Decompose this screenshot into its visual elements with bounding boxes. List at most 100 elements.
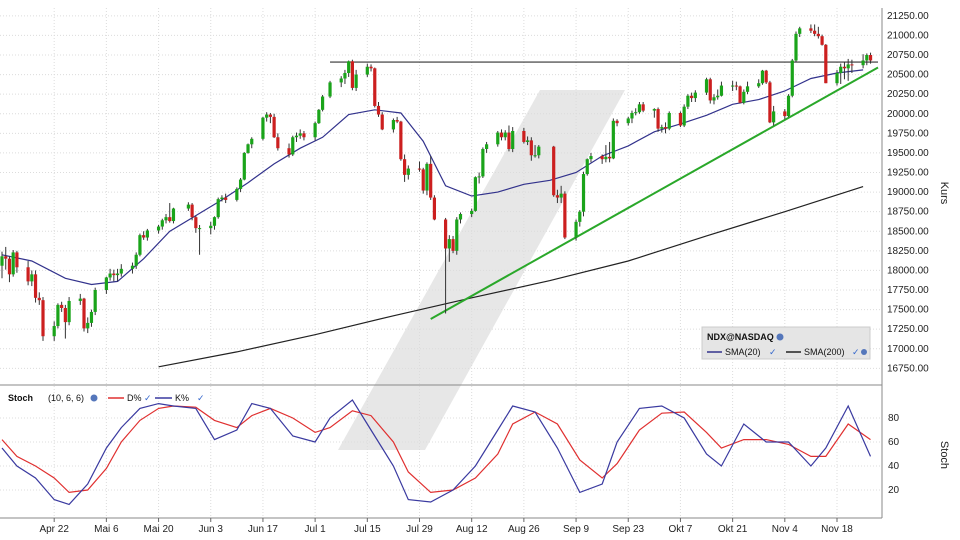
stoch-grid [0,386,882,518]
candle-down [399,121,403,160]
candle-up [634,112,638,114]
x-tick-label: Sep 23 [612,524,644,535]
candle-up [317,109,321,124]
info-icon[interactable] [90,394,98,402]
candle-down [33,274,38,298]
candle-up [115,273,120,276]
candle-up [339,78,343,83]
candle-down [60,304,64,309]
x-tick-label: Sep 9 [563,524,590,535]
stoch-y-axis-label: Stoch [938,441,950,469]
stoch-d-label[interactable]: D% [127,393,142,403]
candle-up [171,208,176,222]
stoch-title[interactable]: Stoch [8,393,33,403]
candle-up [503,132,507,138]
candle-up [481,149,485,177]
price-y-tick-label: 20000.00 [887,109,929,120]
price-y-tick-label: 21000.00 [887,30,929,41]
candle-down [868,55,873,61]
price-y-ticks: 16750.00 17000.00 17250.00 17500.00 17750.00… [887,11,929,375]
candle-down [443,219,448,249]
candle-up [630,112,634,119]
candle-down [63,308,67,323]
x-tick-label: Aug 26 [508,524,540,535]
x-tick-label: Jul 1 [305,524,327,535]
candle-down [764,70,768,83]
candle-down [820,36,824,45]
candle-down [615,120,619,124]
candlesticks [0,24,873,341]
candle-up [652,109,656,111]
price-y-tick-label: 20250.00 [887,89,929,100]
candle-up [235,188,239,200]
candle-up [589,156,593,160]
check-icon[interactable]: ✓ [769,347,777,357]
x-tick-label: Jun 3 [199,524,224,535]
candle-up [93,290,97,312]
candle-up [0,256,4,266]
candle-down [816,33,820,37]
info-icon[interactable] [861,349,867,355]
price-y-tick-label: 19750.00 [887,128,929,139]
candle-down [608,156,612,159]
candle-up [313,123,317,138]
candle-down [522,130,526,142]
candle-down [417,168,422,170]
check-icon[interactable]: ✓ [144,393,152,403]
price-y-tick-label: 18000.00 [887,265,929,276]
candle-up [261,117,265,139]
stoch-k-label[interactable]: K% [175,393,189,403]
candle-up [11,252,15,275]
candle-up [742,91,746,103]
candle-down [641,104,645,111]
candle-down [142,235,146,238]
candle-up [537,146,541,156]
check-icon[interactable]: ✓ [197,393,205,403]
price-y-tick-label: 18750.00 [887,207,929,218]
candle-up [86,322,90,329]
candle-up [242,152,246,180]
candle-up [637,104,642,113]
candle-up [291,137,295,155]
candle-up [511,130,515,149]
candle-up [786,95,791,117]
price-y-tick-label: 19500.00 [887,148,929,159]
legend-sma200[interactable]: SMA(200) [804,347,845,357]
candle-up [861,60,865,66]
check-icon[interactable]: ✓ [852,347,860,357]
candle-down [432,197,437,220]
legend-sma20[interactable]: SMA(20) [725,347,761,357]
candle-down [190,204,194,218]
legend-symbol[interactable]: NDX@NASDAQ [707,332,774,342]
candle-up [56,304,60,327]
candle-down [809,28,813,31]
stoch-y-tick-label: 20 [888,485,900,496]
candle-up [835,73,839,84]
candle-up [89,311,94,323]
x-tick-label: Nov 18 [821,524,853,535]
sma200-line [158,186,864,368]
candle-down [37,297,41,301]
candle-down [302,133,306,138]
candle-up [130,265,135,269]
candle-up [578,211,582,222]
candle-up [238,179,243,189]
candle-down [276,137,280,149]
candle-down [26,267,30,282]
candle-down [369,66,373,69]
candle-up [119,268,123,274]
price-y-tick-label: 17250.00 [887,324,929,335]
candle-up [246,144,250,153]
candle-up [30,274,34,282]
x-ticks: Apr 22 Mai 6 Mai 20 Jun 3 Jun 17 Jul 1 Jul 15 J… [39,518,853,535]
candle-up [470,210,474,215]
candle-down [224,197,228,200]
candle-up [604,156,608,160]
candle-up [108,273,112,278]
candle-up [52,326,56,337]
sma20-line [1,69,864,286]
info-icon[interactable] [776,333,784,341]
candle-up [354,74,358,88]
candle-down [168,217,172,222]
candle-up [660,127,664,129]
